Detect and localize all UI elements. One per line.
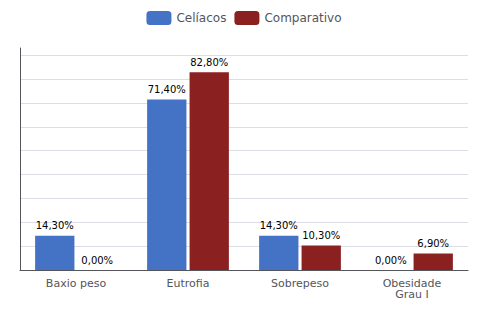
- svg-text:Baxio peso: Baxio peso: [46, 277, 107, 290]
- svg-text:Sobrepeso: Sobrepeso: [271, 277, 329, 290]
- svg-text:10,30%: 10,30%: [302, 230, 340, 241]
- svg-text:0,00%: 0,00%: [81, 255, 113, 266]
- svg-text:82,80%: 82,80%: [190, 57, 228, 68]
- svg-text:14,30%: 14,30%: [36, 220, 74, 231]
- svg-text:Comparativo: Comparativo: [264, 11, 341, 25]
- svg-text:Eutrofia: Eutrofia: [167, 277, 210, 290]
- svg-text:Obesidade: Obesidade: [382, 277, 442, 290]
- svg-text:14,30%: 14,30%: [260, 220, 298, 231]
- svg-text:Grau I: Grau I: [395, 288, 429, 301]
- svg-text:0,00%: 0,00%: [375, 255, 407, 266]
- svg-text:71,40%: 71,40%: [148, 84, 186, 95]
- svg-text:6,90%: 6,90%: [417, 238, 449, 249]
- svg-text:Celíacos: Celíacos: [176, 11, 226, 25]
